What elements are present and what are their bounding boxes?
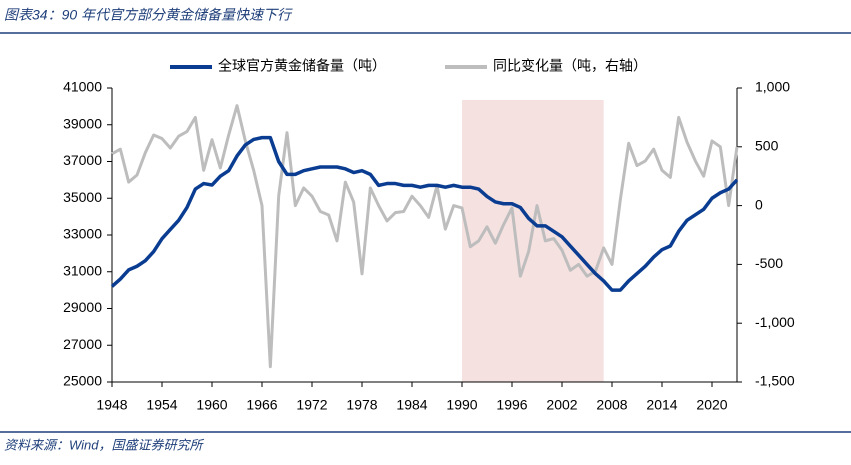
y2-tick-label: -500 [755, 255, 783, 271]
y-tick-label: 37000 [63, 152, 102, 168]
y2-tick-label: 0 [755, 196, 763, 212]
y-tick-label: 33000 [63, 226, 102, 242]
x-tick-label: 2014 [646, 397, 677, 413]
y2-tick-label: -1,500 [755, 373, 795, 389]
y-tick-label: 27000 [63, 336, 102, 352]
x-tick-label: 1966 [246, 397, 277, 413]
y-tick-label: 29000 [63, 299, 102, 315]
x-tick-label: 1960 [196, 397, 227, 413]
y2-tick-label: 500 [755, 138, 779, 154]
y-tick-label: 39000 [63, 115, 102, 131]
series-line [110, 135, 739, 292]
y-tick-label: 31000 [63, 262, 102, 278]
x-tick-label: 2002 [546, 397, 577, 413]
y2-tick-label: -1,000 [755, 314, 795, 330]
x-tick-label: 1954 [146, 397, 177, 413]
legend-label: 同比变化量（吨，右轴） [493, 58, 647, 74]
x-tick-label: 2020 [696, 397, 727, 413]
source: 资料来源：Wind，国盛证券研究所 [4, 437, 205, 452]
y2-tick-label: 1,000 [755, 79, 790, 95]
y-tick-label: 25000 [63, 373, 102, 389]
shaded-period [462, 100, 604, 382]
x-tick-label: 1984 [396, 397, 427, 413]
x-tick-label: 1948 [96, 397, 127, 413]
y-tick-label: 35000 [63, 189, 102, 205]
y-tick-label: 41000 [63, 79, 102, 95]
x-tick-label: 2008 [596, 397, 627, 413]
chart-title: 图表34：90 年代官方部分黄金储备量快速下行 [4, 7, 293, 23]
x-tick-label: 1996 [496, 397, 527, 413]
legend-label: 全球官方黄金储备量（吨） [218, 58, 386, 74]
x-tick-label: 1972 [296, 397, 327, 413]
series-line [111, 104, 739, 369]
x-tick-label: 1978 [346, 397, 377, 413]
x-tick-label: 1990 [446, 397, 477, 413]
